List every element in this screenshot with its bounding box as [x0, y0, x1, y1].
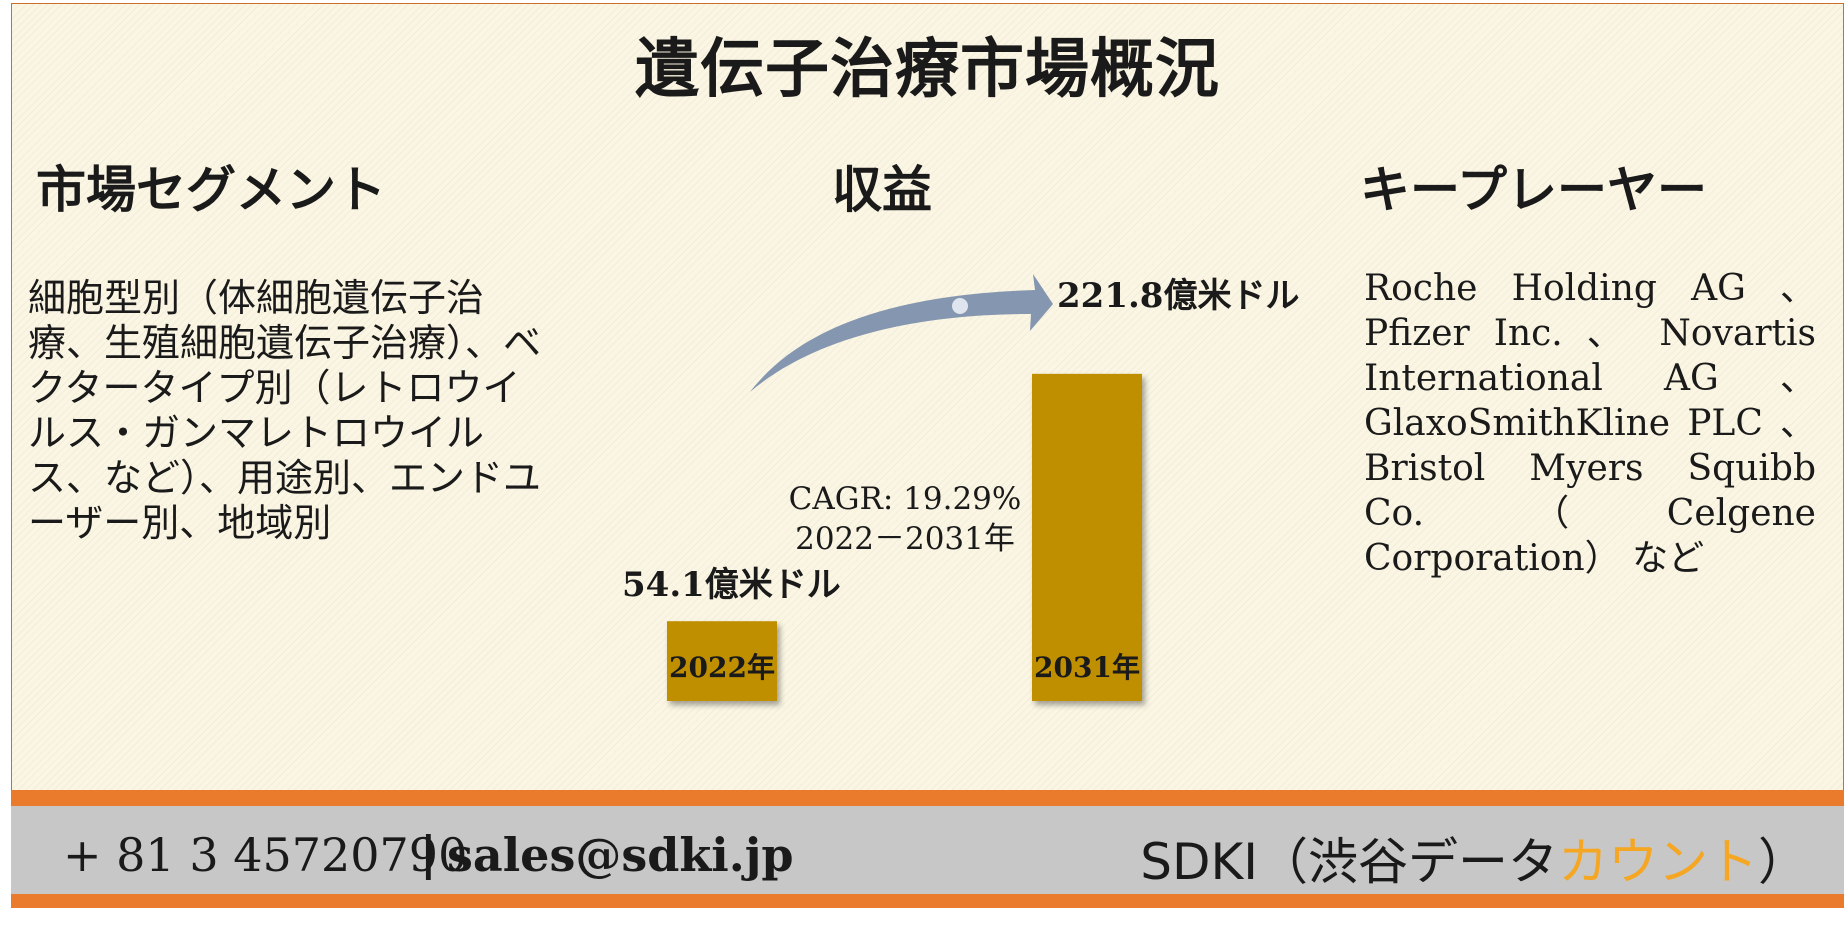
revenue-heading: 収益	[832, 160, 932, 219]
revenue-chart: 2022年 54.1億米ドル 2031年 221.8億米ドル CAGR: 19.29%…	[622, 274, 1299, 701]
footer-top-band	[11, 790, 1844, 806]
email-link[interactable]: sales@sdki.jp	[447, 828, 794, 882]
cagr-period-label: 2022－2031年	[795, 521, 1015, 557]
footer-bar: + 81 3 45720790 | sales@sdki.jp SDKI（渋谷デ…	[11, 806, 1844, 894]
value-label-0: 54.1億米ドル	[622, 565, 841, 605]
contact-separator: |	[420, 826, 437, 880]
page-title: 遺伝子治療市場概況	[635, 32, 1220, 107]
brand-accent: カウント	[1558, 833, 1758, 891]
infographic-card: 遺伝子治療市場概況 市場セグメント 収益 キープレーヤー 細胞型別（体細胞遺伝子…	[11, 3, 1844, 791]
segment-description: 細胞型別（体細胞遺伝子治療、生殖細胞遺伝子治療）、ベクタータイプ別（レトロウイル…	[28, 276, 542, 545]
phone-number[interactable]: + 81 3 45720790	[63, 828, 468, 882]
arrow-highlight-dot	[952, 298, 968, 314]
category-label-0: 2022年	[669, 651, 775, 684]
bar-1	[1032, 373, 1142, 701]
key-players-list: Roche Holding AG 、Pfizer Inc. 、 Novartis…	[1364, 268, 1816, 579]
footer-bottom-band	[11, 894, 1844, 908]
cagr-label: CAGR: 19.29%	[789, 481, 1022, 517]
brand-name: SDKI（渋谷データカウント）	[1140, 822, 1808, 894]
brand-suffix: ）	[1758, 833, 1808, 891]
growth-arrow-icon	[750, 274, 1053, 392]
key-players-heading: キープレーヤー	[1360, 160, 1707, 219]
contact-footer: + 81 3 45720790 | sales@sdki.jp SDKI（渋谷デ…	[11, 790, 1844, 912]
category-label-1: 2031年	[1034, 651, 1140, 684]
segment-heading: 市場セグメント	[36, 160, 386, 219]
brand-prefix: SDKI（渋谷データ	[1140, 833, 1558, 891]
bar-0	[667, 621, 777, 701]
value-label-1: 221.8億米ドル	[1057, 276, 1299, 316]
